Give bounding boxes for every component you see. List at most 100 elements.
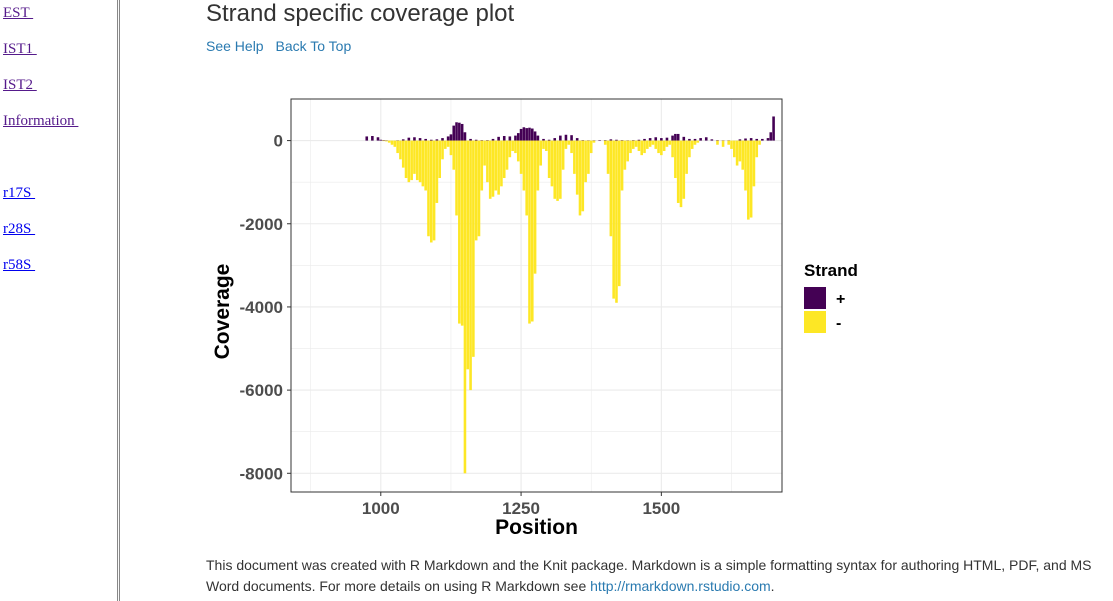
minus-strand-bar (730, 140, 733, 149)
plus-strand-bar (522, 127, 526, 141)
minus-strand-bar (617, 140, 621, 287)
minus-strand-bar (589, 140, 593, 154)
sidebar-item-r17s[interactable]: r17S (3, 185, 36, 201)
minus-strand-bar (452, 140, 456, 170)
minus-strand-bar (536, 140, 540, 191)
plus-strand-bar (376, 137, 380, 141)
plus-strand-bar (643, 138, 646, 141)
minus-strand-bar (620, 140, 624, 191)
minus-strand-bar (674, 140, 677, 179)
minus-strand-bar (396, 140, 399, 154)
plus-strand-bar (749, 138, 753, 141)
plus-strand-bar (648, 138, 652, 141)
sidebar-item-ist1[interactable]: IST1 (3, 41, 37, 57)
minus-strand-bar (449, 140, 453, 156)
minus-strand-bar (441, 140, 444, 160)
minus-strand-bar (486, 140, 489, 183)
plus-strand-bar (508, 136, 512, 141)
plus-strand-bar (452, 125, 456, 141)
plus-strand-bar (688, 138, 691, 141)
back-to-top-link[interactable]: Back To Top (275, 38, 352, 54)
plus-strand-bar (559, 135, 562, 141)
plus-strand-bar (761, 138, 764, 141)
plus-strand-bar (379, 139, 383, 141)
y-tick-label: -4000 (240, 298, 283, 317)
plus-strand-bar (665, 137, 669, 141)
plus-strand-bar (542, 138, 545, 141)
legend-label-minus: - (836, 315, 841, 332)
minus-strand-bar (446, 140, 450, 147)
sidebar-divider[interactable] (117, 0, 120, 601)
plus-strand-bar (528, 127, 531, 141)
plus-strand-bar (671, 135, 674, 141)
minus-strand-bar (581, 140, 585, 212)
plus-strand-bar (704, 137, 708, 141)
minus-strand-bar (528, 140, 531, 324)
plus-strand-bar (446, 136, 450, 141)
minus-strand-bar (733, 140, 736, 158)
minus-strand-bar (556, 140, 559, 201)
plus-strand-bar (620, 140, 624, 141)
plus-strand-bar (533, 131, 537, 141)
sidebar-item-ist2[interactable]: IST2 (3, 77, 37, 93)
x-tick-label: 1500 (642, 499, 680, 518)
sidebar-item-r28s[interactable]: r28S (3, 221, 36, 237)
sidebar-item-information[interactable]: Information (3, 113, 79, 129)
x-tick-label: 1000 (362, 499, 400, 518)
plus-strand-bar (435, 139, 439, 141)
minus-strand-bar (634, 140, 638, 147)
sidebar-item-est[interactable]: EST (3, 5, 34, 21)
plus-strand-bar (674, 133, 677, 141)
plus-strand-bar (401, 139, 405, 141)
minus-strand-bar (519, 140, 523, 174)
minus-strand-bar (427, 140, 430, 237)
minus-strand-bar (514, 140, 517, 154)
minus-strand-bar (578, 140, 582, 216)
minus-strand-bar (676, 140, 680, 203)
minus-strand-bar (735, 140, 739, 166)
minus-strand-bar (511, 140, 514, 151)
minus-strand-bar (584, 140, 587, 183)
sidebar-item-r58s[interactable]: r58S (3, 257, 36, 273)
plus-strand-bar (407, 137, 411, 141)
minus-strand-bar (401, 140, 405, 168)
minus-strand-bar (606, 140, 610, 174)
minus-strand-bar (665, 140, 669, 147)
minus-strand-bar (637, 140, 641, 151)
minus-strand-bar (693, 140, 697, 145)
minus-strand-bar (508, 140, 512, 158)
minus-strand-bar (424, 140, 427, 191)
minus-strand-bar (435, 140, 439, 203)
plus-strand-bar (598, 140, 601, 141)
plus-strand-bar (766, 138, 770, 141)
minus-strand-bar (716, 140, 719, 145)
minus-strand-bar (573, 140, 576, 174)
rmarkdown-link[interactable]: http://rmarkdown.rstudio.com (590, 578, 771, 594)
minus-strand-bar (399, 140, 402, 160)
minus-strand-bar (629, 140, 632, 154)
plus-strand-bar (660, 138, 663, 141)
minus-strand-bar (480, 140, 484, 191)
minus-strand-bar (657, 140, 660, 154)
x-axis-title: Position (495, 516, 578, 539)
minus-strand-bar (385, 140, 388, 142)
minus-strand-bar (612, 140, 615, 299)
plus-strand-bar (536, 135, 540, 141)
minus-strand-bar (749, 140, 753, 218)
minus-strand-bar (455, 140, 458, 216)
sidebar-nav: EST IST1 IST2 Information r17S r28S r58S (0, 0, 117, 601)
minus-strand-bar (393, 140, 397, 147)
minus-strand-bar (741, 140, 745, 170)
minus-strand-bar (444, 140, 447, 149)
minus-strand-bar (429, 140, 433, 243)
minus-strand-bar (603, 140, 607, 145)
y-axis-title: Coverage (211, 264, 234, 360)
minus-strand-bar (404, 140, 408, 179)
plus-strand-bar (491, 138, 495, 141)
see-help-link[interactable]: See Help (206, 38, 264, 54)
plus-strand-bar (603, 140, 607, 141)
minus-strand-bar (516, 140, 520, 162)
minus-strand-bar (609, 140, 613, 237)
plus-strand-bar (531, 128, 534, 141)
plus-strand-bar (710, 139, 714, 141)
